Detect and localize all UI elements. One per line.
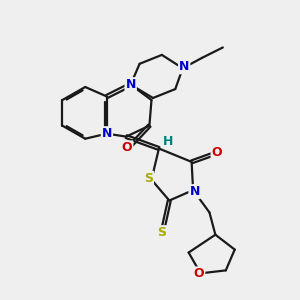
Text: O: O — [194, 267, 204, 280]
Text: H: H — [163, 135, 174, 148]
Text: N: N — [125, 78, 136, 91]
Text: N: N — [179, 60, 189, 73]
Text: O: O — [212, 146, 222, 159]
Text: S: S — [144, 172, 153, 185]
Text: S: S — [158, 226, 166, 239]
Text: N: N — [189, 185, 200, 198]
Text: O: O — [122, 141, 132, 154]
Text: N: N — [102, 127, 112, 140]
